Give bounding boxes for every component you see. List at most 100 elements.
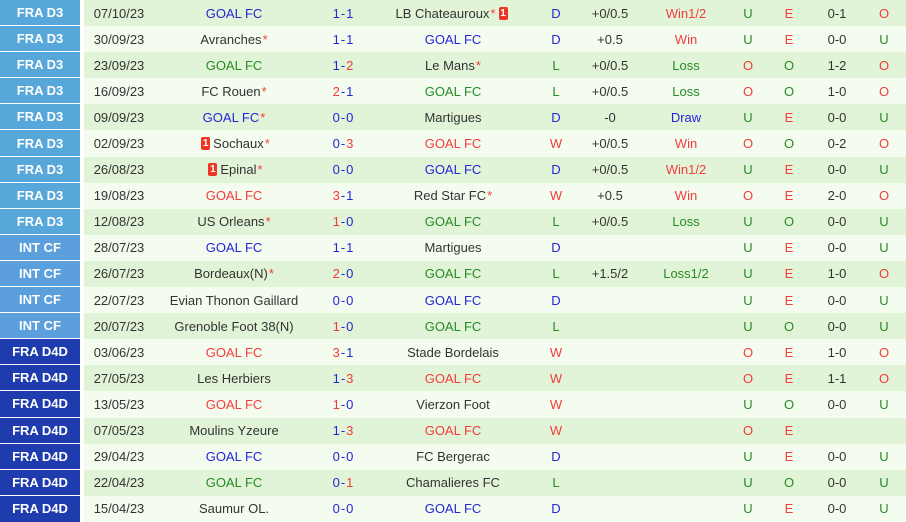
match-row[interactable]: FRA D4D 13/05/23 GOAL FC 1-0 Vierzon Foo… (0, 391, 906, 418)
match-row[interactable]: INT CF 20/07/23 Grenoble Foot 38(N) 1-0 … (0, 313, 906, 340)
handicap-line: +0/0.5 (591, 136, 629, 152)
team-name[interactable]: US Orleans (197, 214, 265, 230)
handicap-line (578, 391, 642, 417)
fulltime-score: 0-0 (314, 104, 372, 130)
team-name[interactable]: GOAL FC (205, 475, 263, 491)
team-name[interactable]: GOAL FC (202, 109, 260, 125)
team-name[interactable]: GOAL FC (205, 344, 263, 360)
goals-odd-even: O (783, 318, 795, 334)
team-name[interactable]: Martigues (424, 109, 482, 125)
handicap-result (642, 391, 730, 417)
team-name[interactable]: GOAL FC (424, 83, 482, 99)
goals-over-under: U (743, 162, 753, 178)
result-letter: W (549, 423, 563, 439)
handicap-line: +0/0.5 (591, 214, 629, 230)
team-name[interactable]: GOAL FC (205, 188, 263, 204)
away-team: GOAL FC (372, 26, 534, 52)
team-name[interactable]: Martigues (424, 240, 482, 256)
team-name[interactable]: GOAL FC (205, 57, 263, 73)
team-name[interactable]: Sochaux (213, 136, 264, 152)
score-dash: - (340, 449, 346, 465)
match-date: 22/04/23 (93, 475, 145, 491)
team-name[interactable]: GOAL FC (205, 449, 263, 465)
match-row[interactable]: INT CF 28/07/23 GOAL FC 1-1 Martigues D … (0, 234, 906, 261)
away-team: GOAL FC (372, 418, 534, 444)
home-team: GOAL FC (154, 0, 314, 26)
match-row[interactable]: FRA D4D 07/05/23 Moulins Yzeure 1-3 GOAL… (0, 417, 906, 444)
handicap-line (578, 365, 642, 391)
handicap-line: +0/0.5 (591, 57, 629, 73)
match-row[interactable]: INT CF 22/07/23 Evian Thonon Gaillard 0-… (0, 287, 906, 314)
league-badge: FRA D3 (0, 182, 84, 209)
team-name[interactable]: Avranches (200, 31, 262, 47)
match-row[interactable]: FRA D3 09/09/23 GOAL FC * 0-0 Martigues D… (0, 104, 906, 131)
team-name[interactable]: GOAL FC (424, 214, 482, 230)
score-dash: - (340, 292, 346, 308)
team-name[interactable]: Red Star FC (413, 188, 487, 204)
team-name[interactable]: GOAL FC (424, 423, 482, 439)
team-name[interactable]: Bordeaux(N) (194, 266, 268, 282)
team-name[interactable]: Moulins Yzeure (189, 423, 279, 439)
team-name[interactable]: GOAL FC (205, 240, 263, 256)
match-row[interactable]: FRA D4D 29/04/23 GOAL FC 0-0 FC Bergerac… (0, 443, 906, 470)
team-name[interactable]: GOAL FC (424, 162, 482, 178)
team-name[interactable]: LB Chateauroux (395, 5, 490, 21)
team-name[interactable]: FC Bergerac (416, 449, 490, 465)
match-row[interactable]: FRA D3 23/09/23 GOAL FC 1-2 Le Mans * L +… (0, 52, 906, 79)
match-row[interactable]: FRA D4D 22/04/23 GOAL FC 0-1 Chamalieres… (0, 469, 906, 496)
team-name[interactable]: Le Mans (425, 57, 475, 73)
match-row[interactable]: FRA D3 12/08/23 US Orleans * 1-0 GOAL FC … (0, 208, 906, 235)
away-team: GOAL FC (372, 78, 534, 104)
team-name[interactable]: Epinal (220, 162, 257, 178)
team-name[interactable]: Grenoble Foot 38(N) (174, 318, 294, 334)
away-team: FC Bergerac (372, 444, 534, 470)
team-name[interactable]: GOAL FC (205, 5, 263, 21)
team-name[interactable]: GOAL FC (424, 370, 482, 386)
match-row[interactable]: FRA D3 30/09/23 Avranches * 1-1 GOAL FC D… (0, 26, 906, 53)
match-row[interactable]: FRA D4D 03/06/23 GOAL FC 3-1 Stade Borde… (0, 339, 906, 366)
home-goals: 1 (332, 5, 340, 21)
match-row[interactable]: FRA D4D 27/05/23 Les Herbiers 1-3 GOAL F… (0, 365, 906, 392)
away-team: Vierzon Foot (372, 391, 534, 417)
goals-over-under: U (743, 214, 753, 230)
match-row[interactable]: FRA D3 19/08/23 GOAL FC 3-1 Red Star FC *… (0, 182, 906, 209)
team-name[interactable]: Vierzon Foot (416, 396, 490, 412)
team-name[interactable]: FC Rouen (201, 83, 261, 99)
team-name[interactable]: GOAL FC (205, 396, 263, 412)
team-name[interactable]: GOAL FC (424, 31, 482, 47)
team-name[interactable]: Saumur OL. (198, 501, 270, 517)
away-goals: 0 (346, 162, 354, 178)
match-row[interactable]: FRA D3 16/09/23 FC Rouen * 2-1 GOAL FC L … (0, 78, 906, 105)
handicap-result: Loss (672, 214, 700, 230)
team-name[interactable]: GOAL FC (424, 266, 482, 282)
match-row[interactable]: FRA D3 02/09/23 1 Sochaux * 0-3 GOAL FC W … (0, 130, 906, 157)
match-row[interactable]: INT CF 26/07/23 Bordeaux(N) * 2-0 GOAL FC… (0, 260, 906, 288)
team-name[interactable]: Stade Bordelais (407, 344, 499, 360)
match-date: 26/08/23 (93, 162, 145, 178)
team-name[interactable]: GOAL FC (424, 318, 482, 334)
fulltime-score: 1-0 (314, 313, 372, 339)
halftime-over-under: O (878, 344, 890, 360)
league-badge: FRA D3 (0, 156, 84, 183)
goals-odd-even: O (783, 475, 795, 491)
team-name[interactable]: Les Herbiers (197, 370, 271, 386)
team-name[interactable]: Evian Thonon Gaillard (169, 292, 299, 308)
handicap-result (642, 470, 730, 496)
asterisk-marker: * (261, 83, 267, 99)
away-team: Chamalieres FC (372, 470, 534, 496)
result-letter: W (549, 344, 563, 360)
result-letter: L (552, 318, 560, 334)
goals-over-under: U (743, 396, 753, 412)
match-row[interactable]: FRA D4D 15/04/23 Saumur OL. 0-0 GOAL FC … (0, 495, 906, 522)
match-row[interactable]: FRA D3 26/08/23 1 Epinal * 0-0 GOAL FC D +… (0, 156, 906, 183)
team-name[interactable]: GOAL FC (424, 136, 482, 152)
league-badge: FRA D4D (0, 443, 84, 470)
team-name[interactable]: Chamalieres FC (406, 475, 500, 491)
team-name[interactable]: GOAL FC (424, 501, 482, 517)
team-name[interactable]: GOAL FC (424, 292, 482, 308)
halftime-score: 0-0 (827, 292, 847, 308)
handicap-line: +0/0.5 (591, 83, 629, 99)
away-goals: 1 (346, 344, 354, 360)
fulltime-score: 2-1 (314, 78, 372, 104)
match-row[interactable]: FRA D3 07/10/23 GOAL FC 1-1 LB Chateauro… (0, 0, 906, 27)
